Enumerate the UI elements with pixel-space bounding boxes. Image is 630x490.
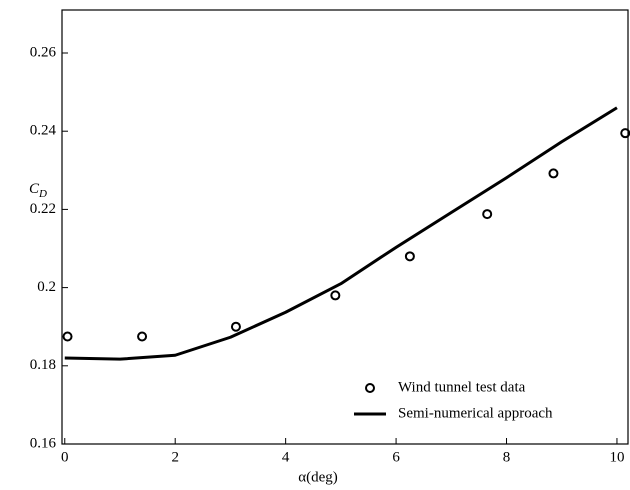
line-series [64, 106, 618, 361]
y-tick-label: 0.18 [30, 357, 56, 373]
y-tick-label: 0.16 [30, 435, 57, 451]
data-point [482, 209, 493, 220]
x-axis-label: α(deg) [298, 469, 338, 485]
legend-marker [365, 383, 375, 393]
data-point [548, 168, 559, 179]
legend-label: Semi-numerical approach [398, 405, 553, 421]
y-tick-label: 0.2 [37, 279, 56, 295]
y-label-main: C [29, 181, 40, 197]
plot-frame [61, 9, 629, 445]
y-label-sub: D [38, 188, 47, 200]
x-tick-label: 2 [171, 449, 179, 465]
data-point [62, 331, 73, 342]
data-point [330, 290, 341, 301]
x-tick-label: 0 [61, 449, 69, 465]
x-tick-label: 8 [503, 449, 511, 465]
x-tick-label: 10 [609, 449, 624, 465]
y-tick-label: 0.22 [30, 201, 56, 217]
x-tick-label: 6 [392, 449, 400, 465]
x-tick-label: 4 [282, 449, 290, 465]
legend-label: Wind tunnel test data [398, 379, 526, 395]
y-axis-label: CD [29, 181, 47, 199]
y-tick-label: 0.24 [30, 123, 57, 139]
data-point [230, 321, 241, 332]
data-point [620, 128, 630, 139]
data-point [137, 331, 148, 342]
data-point [404, 251, 415, 262]
y-tick-label: 0.26 [30, 44, 57, 60]
